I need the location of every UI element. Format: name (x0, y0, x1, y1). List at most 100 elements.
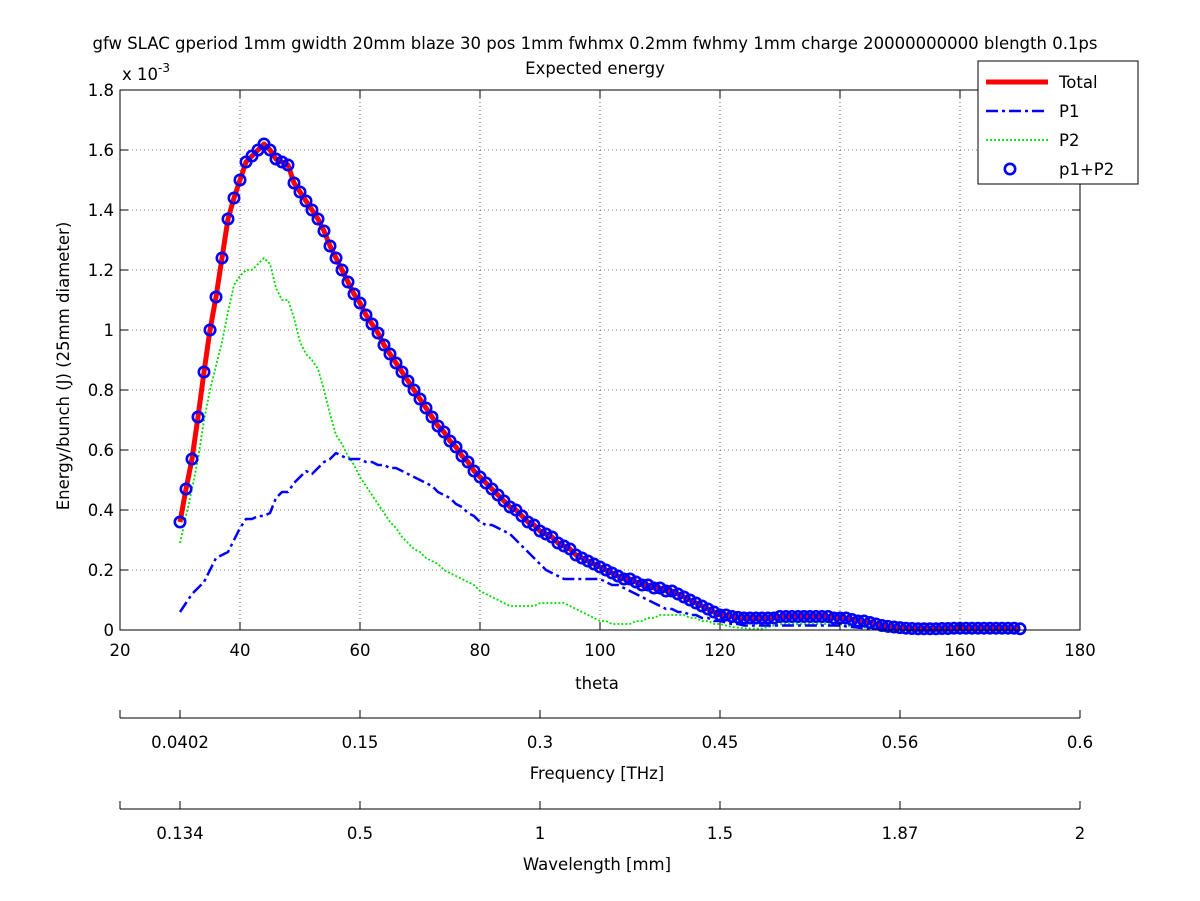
data-point (881, 619, 895, 633)
x-tick-label: 120 (704, 641, 736, 660)
data-point (959, 621, 973, 635)
data-point (917, 622, 931, 636)
data-point (947, 621, 961, 635)
data-point (935, 621, 949, 635)
data-point (635, 578, 649, 592)
secondary-tick-label: 0.3 (527, 733, 553, 752)
data-point (335, 263, 349, 277)
y-tick-label: 0.6 (88, 441, 114, 460)
data-point (803, 609, 817, 623)
secondary-axis-label: Frequency [THz] (530, 764, 665, 783)
data-point (839, 611, 853, 625)
data-point (173, 515, 187, 529)
legend-label: P1 (1059, 102, 1079, 121)
data-point (347, 287, 361, 301)
data-point (293, 185, 307, 199)
data-point (281, 158, 295, 172)
data-point (191, 410, 205, 424)
data-point (911, 622, 925, 636)
y-tick-label: 1.2 (88, 261, 114, 280)
data-point (869, 617, 883, 631)
axis-ticks: 20 40 60 80 100 120 140 160 180 0 0.2 0.4 0.6 0.8 1 1.2… (88, 81, 1096, 660)
data-point (875, 618, 889, 632)
data-point (821, 609, 835, 623)
data-point (995, 621, 1009, 635)
data-point (287, 176, 301, 190)
data-point (779, 609, 793, 623)
data-point (263, 143, 277, 157)
data-point (371, 326, 385, 340)
data-point (755, 611, 769, 625)
legend: Total P1 P2 p1+P2 (977, 60, 1139, 185)
secondary-tick-label: 1.5 (707, 824, 733, 843)
data-point (365, 317, 379, 331)
data-point (341, 275, 355, 289)
secondary-axis-2: 0.134 0.5 1 1.5 1.87 2 Wavelength [mm] (119, 801, 1085, 874)
legend-entry-total: Total (986, 73, 1098, 92)
secondary-axis-label: Wavelength [mm] (523, 855, 671, 874)
secondary-tick-label: 0.134 (156, 824, 203, 843)
data-point (845, 612, 859, 626)
data-point (449, 440, 463, 454)
x-axis-label: theta (575, 674, 619, 693)
data-point (1001, 621, 1015, 635)
legend-entry-p2: P2 (986, 131, 1079, 150)
data-point (737, 611, 751, 625)
data-point (719, 608, 733, 622)
data-point (767, 611, 781, 625)
data-point (197, 365, 211, 379)
series-layer (173, 137, 1027, 636)
data-point (851, 614, 865, 628)
data-point (617, 572, 631, 586)
data-point (437, 425, 451, 439)
data-point (791, 609, 805, 623)
data-point (419, 401, 433, 415)
data-point (179, 482, 193, 496)
data-point (797, 609, 811, 623)
data-point (221, 212, 235, 226)
y-tick-label: 0.4 (88, 501, 114, 520)
y-multiplier-exponent: -3 (158, 61, 170, 75)
x-tick-label: 20 (110, 641, 131, 660)
data-point (941, 621, 955, 635)
secondary-axis-1: 0.0402 0.15 0.3 0.45 0.56 0.6 Frequency [THz] (119, 710, 1093, 783)
data-point (761, 611, 775, 625)
data-point (857, 614, 871, 628)
data-point (989, 621, 1003, 635)
data-point (299, 194, 313, 208)
data-point (1013, 622, 1027, 636)
data-point (389, 356, 403, 370)
x-tick-label: 80 (470, 641, 491, 660)
series-p1-p2 (173, 137, 1027, 636)
chart-title: gfw SLAC gperiod 1mm gwidth 20mm blaze 3… (92, 34, 1097, 53)
data-point (965, 621, 979, 635)
y-multiplier-base: x 10 (122, 65, 158, 84)
data-point (395, 365, 409, 379)
secondary-tick-label: 0.45 (702, 733, 739, 752)
y-tick-label: 0.8 (88, 381, 114, 400)
data-point (413, 392, 427, 406)
legend-marker (1003, 162, 1017, 176)
legend-label: p1+P2 (1059, 160, 1114, 179)
x-tick-label: 140 (824, 641, 856, 660)
legend-entry-p1: P1 (986, 102, 1079, 121)
data-point (743, 611, 757, 625)
data-point (461, 455, 475, 469)
data-point (215, 251, 229, 265)
data-point (983, 621, 997, 635)
data-point (353, 296, 367, 310)
x-tick-label: 40 (230, 641, 251, 660)
legend-label: P2 (1059, 131, 1079, 150)
data-point (185, 452, 199, 466)
data-point (887, 620, 901, 634)
secondary-tick-label: 0.15 (342, 733, 379, 752)
data-point (383, 347, 397, 361)
x-tick-label: 180 (1064, 641, 1096, 660)
data-point (971, 621, 985, 635)
data-point (1007, 621, 1021, 635)
y-tick-label: 0 (104, 621, 115, 640)
data-point (203, 323, 217, 337)
chart-subtitle: Expected energy (525, 59, 665, 78)
data-point (731, 610, 745, 624)
